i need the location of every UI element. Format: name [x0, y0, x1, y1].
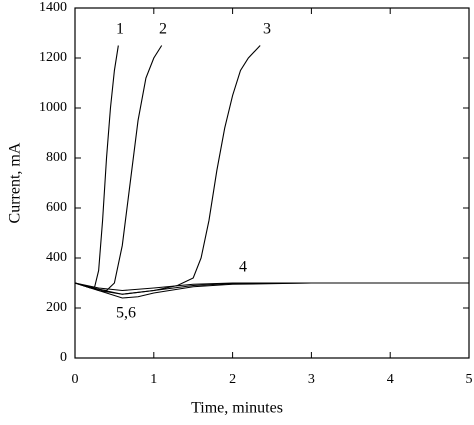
y-tick-label: 1200 [39, 50, 67, 65]
x-tick-label: 4 [387, 372, 394, 387]
line-series [74, 45, 119, 289]
line-series [74, 282, 469, 295]
x-tick-label: 2 [229, 372, 236, 387]
y-tick-label: 400 [46, 250, 67, 265]
curve-label: 3 [263, 21, 271, 38]
y-axis-label: Current, mA [7, 142, 24, 223]
curve-label: 4 [239, 259, 247, 276]
x-tick-label: 0 [72, 372, 79, 387]
line-series [74, 45, 163, 292]
curve-label: 2 [159, 21, 167, 38]
x-tick-label: 3 [308, 372, 315, 387]
plot-frame [74, 7, 470, 359]
y-tick-label: 1000 [39, 100, 67, 115]
x-axis-label: Time, minutes [191, 400, 283, 417]
y-tick-label: 200 [46, 300, 67, 315]
line-series [74, 282, 469, 299]
y-tick-label: 600 [46, 200, 67, 215]
curve-label: 5,6 [116, 305, 136, 322]
y-tick-label: 800 [46, 150, 67, 165]
curve-label: 1 [116, 21, 124, 38]
x-tick-label: 1 [150, 372, 157, 387]
line-series [74, 45, 261, 295]
x-tick-label: 5 [466, 372, 473, 387]
y-tick-label: 1400 [39, 0, 67, 15]
y-tick-label: 0 [60, 350, 67, 365]
